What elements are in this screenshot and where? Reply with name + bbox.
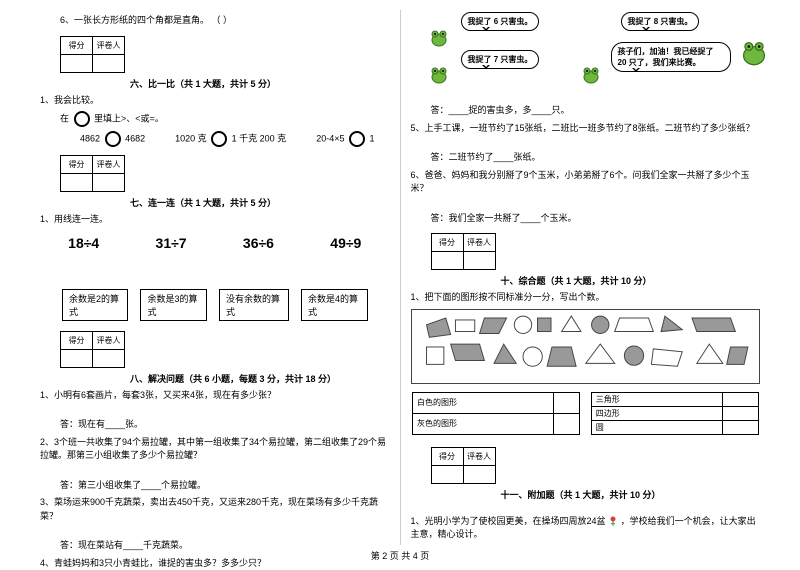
math-row: 18÷4 31÷7 36÷6 49÷9 bbox=[40, 235, 390, 251]
grader-label: 评卷人 bbox=[93, 36, 125, 54]
q8-1-ans: 答：现在有____张。 bbox=[40, 418, 390, 432]
q5: 5、上手工课，一班节约了15张纸，二班比一班多节约了8张纸。二班节约了多少张纸？ bbox=[411, 122, 761, 136]
section-11-title: 十一、附加题（共 1 大题，共计 10 分） bbox=[501, 488, 761, 501]
speech-3: 我捉了 8 只害虫。 bbox=[621, 12, 700, 31]
expr-2: 31÷7 bbox=[156, 235, 187, 251]
question-6: 6、一张长方形纸的四个角都是直角。 （ ） bbox=[40, 14, 390, 28]
q6r-ans: 答：我们全家一共掰了____个玉米。 bbox=[411, 212, 761, 226]
sec10-intro: 1、把下面的图形按不同标准分一分，写出个数。 bbox=[411, 291, 761, 305]
frog-icon bbox=[429, 65, 449, 85]
color-table: 白色的图形 灰色的图形 bbox=[412, 392, 580, 435]
score-box-6: 得分 评卷人 bbox=[60, 36, 390, 73]
sec7-intro: 1、用线连一连。 bbox=[40, 213, 390, 227]
q8-4: 4、青蛙妈妈和3只小青蛙比，谁捉的害虫多？多多少只？ bbox=[40, 557, 390, 570]
comp3a: 20-4×5 bbox=[316, 133, 344, 143]
score-box-8: 得分 评卷人 bbox=[60, 331, 390, 368]
q8-3: 3、菜场运来900千克蔬菜，卖出去450千克，又运来280千克，现在菜场有多少千… bbox=[40, 496, 390, 523]
speech-1: 我捉了 6 只害虫。 bbox=[461, 12, 540, 31]
sec11-q: 1、光明小学为了使校园更美，在操场四周放24盆 ，学校给我们一个机会，让大家出主… bbox=[411, 515, 761, 542]
q8-1: 1、小明有6套画片，每套3张，又买来4张，现在有多少张？ bbox=[40, 389, 390, 403]
frog-dialog: 我捉了 6 只害虫。 我捉了 7 只害虫。 我捉了 8 只害虫。 孩子们，加油！… bbox=[411, 10, 761, 100]
sec6-rule-a: 在 bbox=[60, 113, 69, 123]
section-8-title: 八、解决问题（共 6 小题，每题 3 分，共计 18 分） bbox=[130, 372, 390, 385]
comp2a: 1020 克 bbox=[175, 133, 207, 143]
blank-circle-icon bbox=[74, 111, 90, 127]
q8-3-ans: 答：现在菜站有____千克蔬菜。 bbox=[40, 539, 390, 553]
shape-table: 三角形 四边形 圆 bbox=[591, 392, 759, 435]
section-10-title: 十、综合题（共 1 大题，共计 10 分） bbox=[501, 274, 761, 287]
comp3b: 1 bbox=[370, 133, 375, 143]
speech-4: 孩子们，加油！我已经捉了 20 只了，我们来比赛。 bbox=[611, 42, 731, 72]
blank-circle-icon bbox=[349, 131, 365, 147]
score-box-7: 得分 评卷人 bbox=[60, 155, 390, 192]
section-7-title: 七、连一连（共 1 大题，共计 5 分） bbox=[130, 196, 390, 209]
q5-ans: 答：二班节约了____张纸。 bbox=[411, 151, 761, 165]
blank-circle-icon bbox=[211, 131, 227, 147]
box-4: 余数是4的算式 bbox=[301, 289, 367, 321]
box-3: 没有余数的算式 bbox=[219, 289, 289, 321]
comp1b: 4682 bbox=[125, 133, 145, 143]
q4-ans: 答：____捉的害虫多，多____只。 bbox=[411, 104, 761, 118]
q8-2: 2、3个班一共收集了94个易拉罐，其中第一组收集了34个易拉罐，第二组收集了29… bbox=[40, 436, 390, 463]
comp1a: 4862 bbox=[80, 133, 100, 143]
score-box-11: 得分 评卷人 bbox=[431, 447, 761, 484]
comp2b: 1 千克 200 克 bbox=[232, 133, 287, 143]
frog-icon bbox=[429, 28, 449, 48]
frog-mother-icon bbox=[741, 40, 767, 66]
expr-1: 18÷4 bbox=[68, 235, 99, 251]
score-box-10: 得分 评卷人 bbox=[431, 233, 761, 270]
frog-icon bbox=[581, 65, 601, 85]
blank-circle-icon bbox=[105, 131, 121, 147]
left-column: 6、一张长方形纸的四个角都是直角。 （ ） 得分 评卷人 六、比一比（共 1 大… bbox=[30, 10, 401, 545]
score-label: 得分 bbox=[61, 36, 93, 54]
box-2: 余数是3的算式 bbox=[140, 289, 206, 321]
flower-icon bbox=[608, 516, 618, 526]
expr-4: 49÷9 bbox=[330, 235, 361, 251]
shapes-diagram bbox=[411, 309, 761, 384]
q8-2-ans: 答：第三小组收集了____个易拉罐。 bbox=[40, 479, 390, 493]
box-1: 余数是2的算式 bbox=[62, 289, 128, 321]
sec6-intro: 1、我会比较。 bbox=[40, 94, 390, 108]
sec6-rule-b: 里填上>、<或=。 bbox=[94, 113, 164, 123]
answer-boxes: 余数是2的算式 余数是3的算式 没有余数的算式 余数是4的算式 bbox=[60, 287, 370, 323]
speech-2: 我捉了 7 只害虫。 bbox=[461, 50, 540, 69]
expr-3: 36÷6 bbox=[243, 235, 274, 251]
right-column: 我捉了 6 只害虫。 我捉了 7 只害虫。 我捉了 8 只害虫。 孩子们，加油！… bbox=[401, 10, 771, 545]
section-6-title: 六、比一比（共 1 大题，共计 5 分） bbox=[130, 77, 390, 90]
q6r: 6、爸爸、妈妈和我分别掰了9个玉米，小弟弟掰了6个。问我们全家一共掰了多少个玉米… bbox=[411, 169, 761, 196]
